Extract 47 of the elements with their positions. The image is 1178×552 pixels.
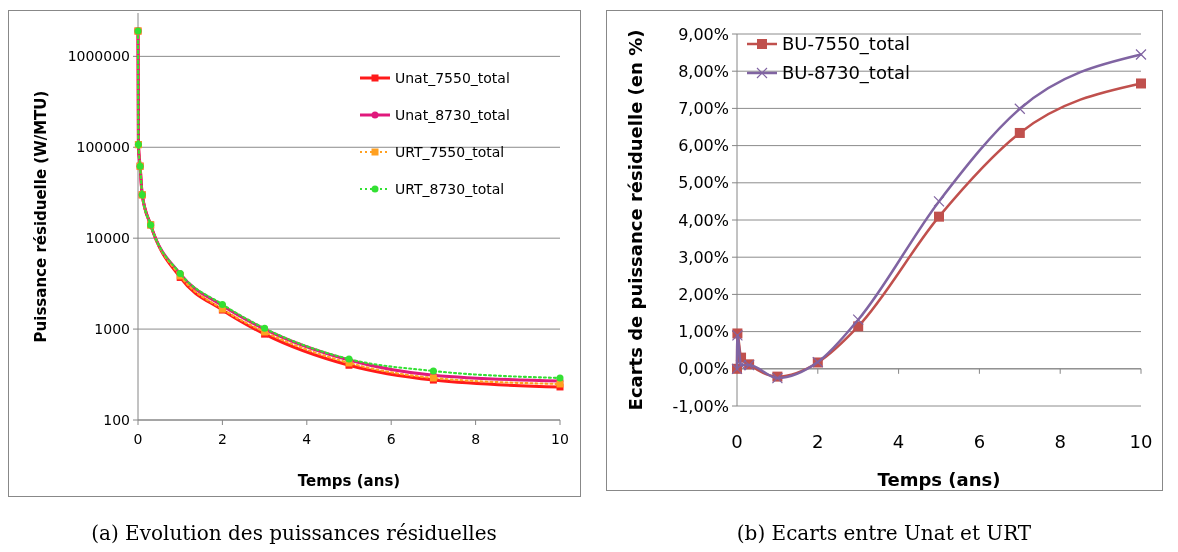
point bbox=[933, 195, 945, 207]
x-tick-label: 6 bbox=[386, 431, 396, 447]
x-tick-label: 0 bbox=[133, 431, 143, 447]
point bbox=[934, 211, 944, 222]
text: (a) Evolution des puissances résiduelles bbox=[91, 521, 497, 545]
y-tick-label: 9,00% bbox=[678, 24, 729, 44]
x-tick-label: 4 bbox=[302, 431, 312, 447]
point bbox=[429, 367, 437, 375]
y-tick-label: 2,00% bbox=[678, 285, 729, 304]
y-tick-label: -1,00% bbox=[672, 396, 729, 416]
y-tick-label: 6,00% bbox=[678, 136, 729, 156]
x-tick-label: 0 bbox=[731, 431, 743, 452]
point bbox=[1014, 103, 1026, 115]
point bbox=[1135, 48, 1147, 61]
y-tick-label: 7,00% bbox=[678, 99, 729, 118]
legend-label: BU-7550_total bbox=[782, 33, 910, 56]
x-tick-label: 8 bbox=[471, 431, 481, 447]
x-axis-title: Temps (ans) bbox=[297, 472, 401, 490]
x-tick-label: 2 bbox=[812, 431, 824, 452]
x-tick-label: 2 bbox=[217, 431, 227, 447]
y-tick-label: 100 bbox=[103, 411, 130, 428]
y-tick-label: 1000 bbox=[94, 320, 130, 337]
point bbox=[1014, 127, 1025, 138]
y-axis-title: Puissance résiduelle (W/MTU) bbox=[32, 90, 50, 343]
legend-label: Unat_7550_total bbox=[395, 69, 510, 86]
y-tick-label: 0,00% bbox=[678, 359, 729, 379]
point bbox=[1136, 78, 1146, 89]
y-tick-label: 100000 bbox=[76, 139, 130, 156]
legend-label: URT_7550_total bbox=[395, 143, 505, 160]
x-tick-label: 10 bbox=[551, 431, 569, 447]
y-tick-label: 1000000 bbox=[67, 48, 130, 65]
x-axis-title: Temps (ans) bbox=[877, 469, 1001, 490]
y-tick-label: 4,00% bbox=[678, 210, 729, 230]
text: (b) Ecarts entre Unat et URT bbox=[736, 521, 1032, 545]
y-tick-label: 8,00% bbox=[678, 61, 729, 81]
y-tick-label: 1,00% bbox=[678, 322, 729, 342]
x-tick-label: 4 bbox=[892, 431, 905, 452]
legend-label: BU-8730_total bbox=[782, 62, 910, 85]
x-tick-label: 10 bbox=[1129, 431, 1153, 452]
y-tick-label: 3,00% bbox=[678, 247, 729, 267]
y-tick-label: 5,00% bbox=[678, 173, 729, 193]
y-tick-label: 10000 bbox=[85, 230, 130, 247]
legend-label: URT_8730_total bbox=[395, 180, 505, 197]
legend-label: Unat_8730_total bbox=[395, 106, 510, 123]
y-axis-title: Ecarts de puissance résiduelle (en %) bbox=[625, 29, 646, 411]
x-tick-label: 6 bbox=[973, 431, 986, 452]
x-tick-label: 8 bbox=[1054, 431, 1066, 452]
